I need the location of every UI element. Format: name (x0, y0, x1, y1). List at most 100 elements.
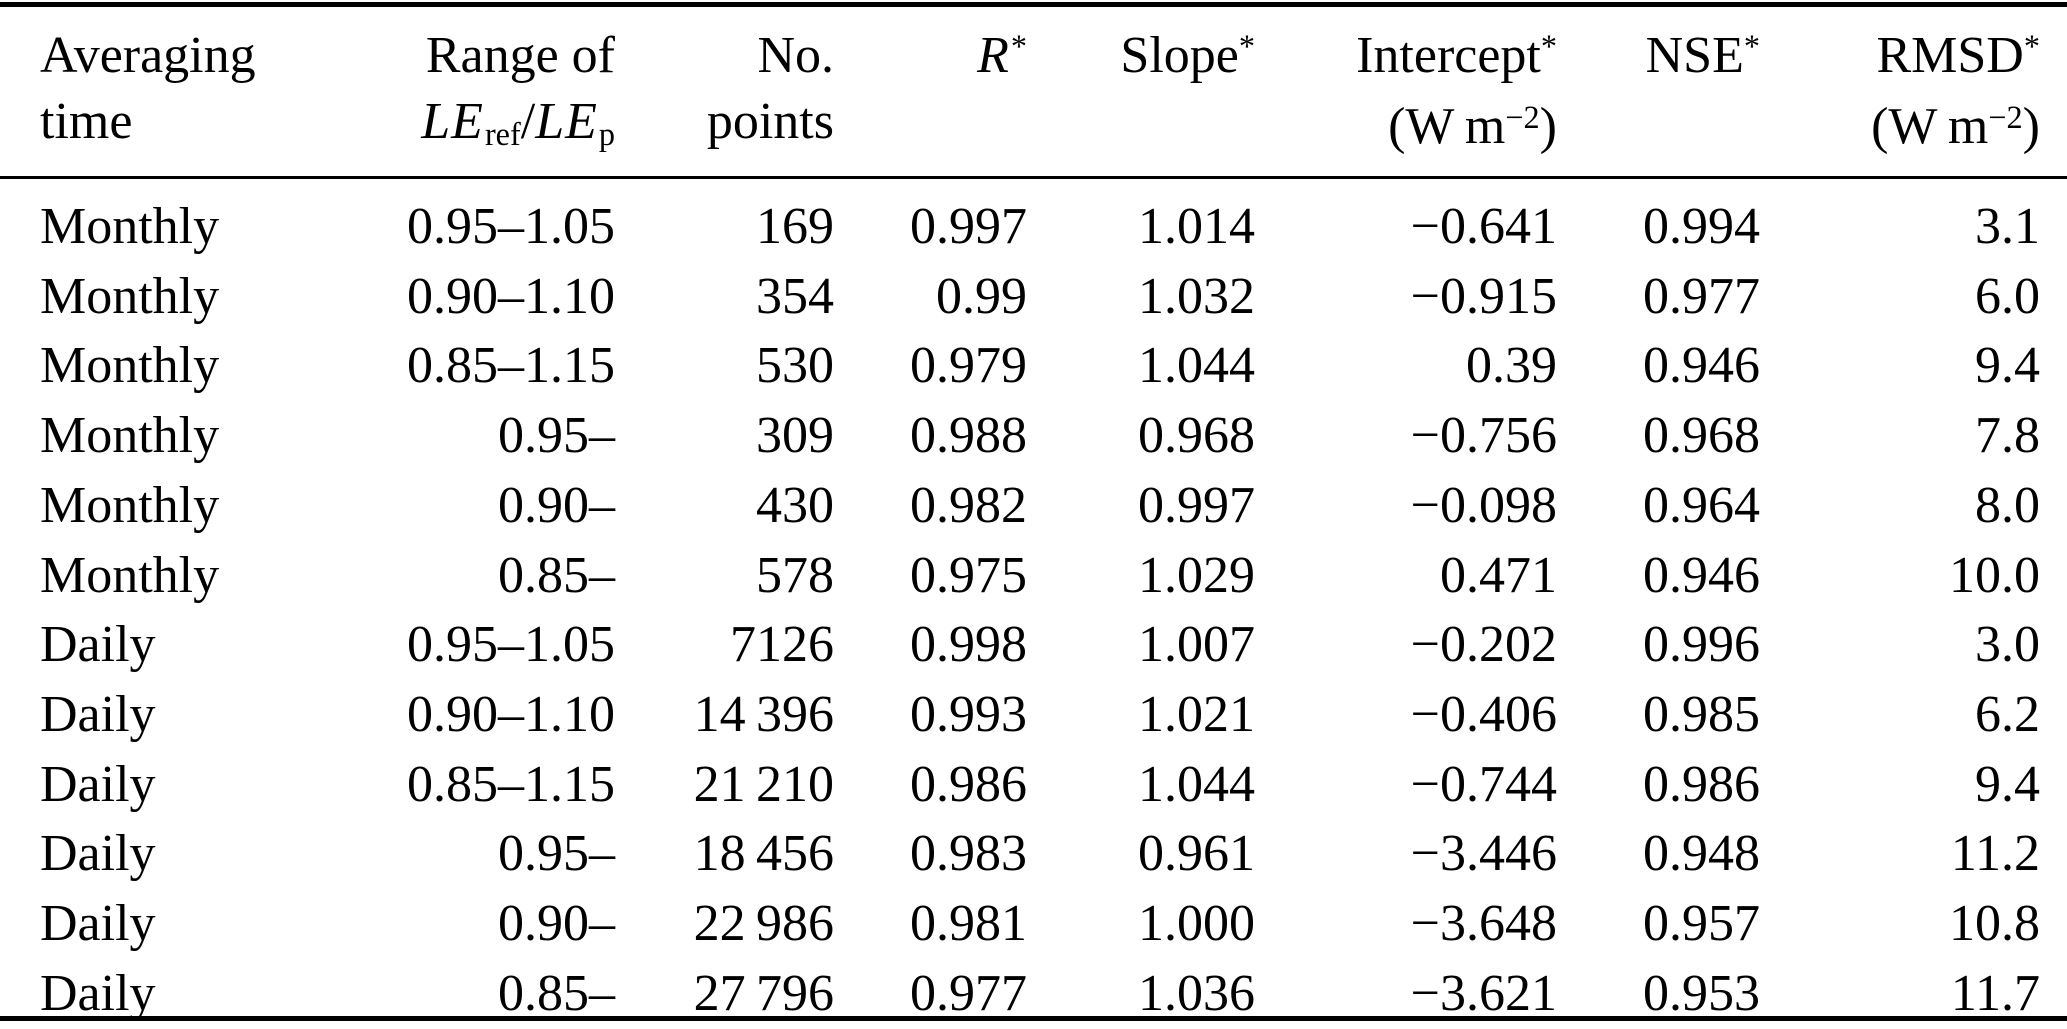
table-row: Daily 0.85– 27 796 0.977 1.036 −3.621 0.953 11.… (40, 959, 2040, 1029)
header-row: Averaging time Range of LEref/LEp No. points R… (40, 7, 2040, 192)
cell-r: 0.977 (910, 964, 1027, 1022)
cell-range: 0.90–1.10 (407, 267, 615, 325)
cell-nse: 0.948 (1643, 825, 1760, 883)
table-header: Averaging time Range of LEref/LEp No. points R… (40, 7, 2040, 192)
cell-range: 0.85– (498, 964, 615, 1022)
cell-averaging_time: Monthly (40, 407, 220, 465)
table-row: Daily 0.95– 18 456 0.983 0.961 −3.446 0.948 11.… (40, 819, 2040, 889)
cell-r: 0.99 (936, 267, 1027, 325)
column-header-intercept: Intercept* (W m−2) (1255, 7, 1557, 192)
table-row: Daily 0.90–1.10 14 396 0.993 1.021 −0.406 0.98… (40, 680, 2040, 750)
cell-nse: 0.964 (1643, 476, 1760, 534)
cell-slope: 1.021 (1138, 685, 1255, 743)
header-line: Slope* (1120, 27, 1255, 84)
cell-no_points: 430 (756, 476, 834, 534)
cell-range: 0.95– (498, 825, 615, 883)
cell-slope: 0.961 (1138, 825, 1255, 883)
column-header-no_points: No. points (615, 7, 834, 192)
cell-range: 0.95–1.05 (407, 198, 615, 255)
cell-nse: 0.968 (1643, 407, 1760, 465)
cell-averaging_time: Daily (40, 895, 156, 953)
cell-rmsd: 3.0 (1975, 616, 2040, 674)
cell-intercept: −0.756 (1410, 407, 1557, 465)
cell-nse: 0.994 (1643, 198, 1760, 255)
column-header-rmsd: RMSD* (W m−2) (1760, 7, 2040, 192)
table-row: Monthly 0.85– 578 0.975 1.029 0.471 0.946 10.0 (40, 541, 2040, 611)
cell-no_points: 169 (756, 198, 834, 255)
cell-r: 0.998 (910, 616, 1027, 674)
cell-slope: 1.032 (1138, 267, 1255, 325)
cell-intercept: −0.202 (1410, 616, 1557, 674)
header-line: (W m−2) (1871, 98, 2040, 155)
cell-r: 0.997 (910, 198, 1027, 255)
column-header-range: Range of LEref/LEp (350, 7, 615, 192)
cell-range: 0.85–1.15 (407, 755, 615, 813)
cell-averaging_time: Daily (40, 825, 156, 883)
cell-intercept: −3.446 (1410, 825, 1557, 883)
header-line: R* (977, 27, 1027, 84)
cell-averaging_time: Daily (40, 616, 156, 674)
cell-no_points: 22 986 (693, 895, 834, 953)
cell-no_points: 7126 (730, 616, 834, 674)
cell-no_points: 578 (756, 546, 834, 604)
cell-slope: 1.029 (1138, 546, 1255, 604)
table-row: Daily 0.95–1.05 7126 0.998 1.007 −0.202 0.996 3… (40, 610, 2040, 680)
top-rule (0, 2, 2067, 7)
cell-range: 0.90– (498, 476, 615, 534)
header-separator-rule (0, 176, 2067, 179)
cell-slope: 1.036 (1138, 964, 1255, 1022)
column-header-averaging_time: Averaging time (40, 7, 350, 192)
cell-no_points: 27 796 (693, 964, 834, 1022)
cell-r: 0.986 (910, 755, 1027, 813)
header-line: LEref/LEp (421, 93, 615, 153)
cell-averaging_time: Monthly (40, 546, 220, 604)
cell-range: 0.90–1.10 (407, 685, 615, 743)
cell-intercept: −3.621 (1410, 964, 1557, 1022)
cell-no_points: 309 (756, 407, 834, 465)
cell-nse: 0.953 (1643, 964, 1760, 1022)
cell-averaging_time: Daily (40, 964, 156, 1022)
cell-rmsd: 9.4 (1975, 337, 2040, 395)
cell-r: 0.983 (910, 825, 1027, 883)
cell-rmsd: 10.0 (1949, 546, 2040, 604)
cell-rmsd: 11.2 (1950, 825, 2040, 883)
table-body: Monthly 0.95–1.05 169 0.997 1.014 −0.641 0.994… (40, 192, 2040, 1028)
cell-nse: 0.957 (1643, 895, 1760, 953)
table-row: Daily 0.90– 22 986 0.981 1.000 −3.648 0.957 10.… (40, 889, 2040, 959)
cell-nse: 0.996 (1643, 616, 1760, 674)
cell-slope: 0.997 (1138, 476, 1255, 534)
cell-slope: 1.044 (1138, 337, 1255, 395)
cell-no_points: 354 (756, 267, 834, 325)
cell-intercept: −3.648 (1410, 895, 1557, 953)
results-table: Averaging time Range of LEref/LEp No. points R… (40, 7, 2040, 1028)
header-line: (W m−2) (1388, 98, 1557, 155)
cell-averaging_time: Daily (40, 685, 156, 743)
cell-intercept: −0.641 (1410, 198, 1557, 255)
cell-averaging_time: Monthly (40, 267, 220, 325)
cell-r: 0.979 (910, 337, 1027, 395)
cell-intercept: −0.098 (1410, 476, 1557, 534)
table-row: Monthly 0.90–1.10 354 0.99 1.032 −0.915 0.977 6… (40, 262, 2040, 332)
cell-slope: 1.007 (1138, 616, 1255, 674)
cell-nse: 0.946 (1643, 337, 1760, 395)
cell-averaging_time: Monthly (40, 476, 220, 534)
cell-range: 0.85–1.15 (407, 337, 615, 395)
header-line: RMSD* (1876, 27, 2040, 84)
cell-slope: 1.000 (1138, 895, 1255, 953)
cell-rmsd: 10.8 (1949, 895, 2040, 953)
header-line: Intercept* (1356, 27, 1557, 84)
header-line: No. (757, 27, 834, 84)
cell-no_points: 18 456 (693, 825, 834, 883)
cell-r: 0.981 (910, 895, 1027, 953)
cell-rmsd: 9.4 (1975, 755, 2040, 813)
cell-no_points: 14 396 (693, 685, 834, 743)
cell-no_points: 530 (756, 337, 834, 395)
cell-nse: 0.977 (1643, 267, 1760, 325)
header-line: time (40, 93, 133, 150)
header-line: points (706, 93, 834, 150)
cell-range: 0.90– (498, 895, 615, 953)
cell-intercept: 0.39 (1466, 337, 1557, 395)
cell-rmsd: 6.0 (1975, 267, 2040, 325)
header-line: Averaging (40, 27, 256, 84)
